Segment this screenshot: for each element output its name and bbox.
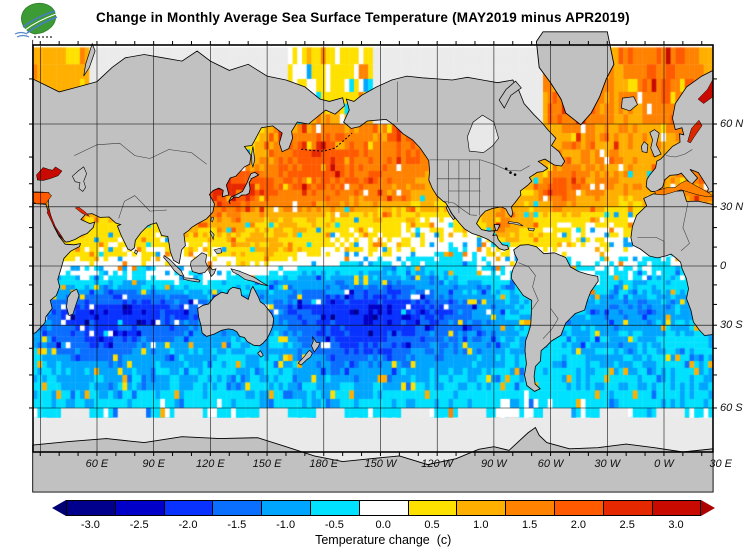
colorbar-tick-label: -2.0 (178, 519, 198, 531)
lon-label: 120 W (421, 458, 454, 470)
colorbar-segment (554, 500, 604, 516)
lon-label: 150 W (364, 458, 397, 470)
colorbar-tick-label: 3.0 (668, 519, 684, 531)
lon-label: 180 E (309, 458, 339, 470)
colorbar-tick-label: -1.0 (276, 519, 296, 531)
page-title: Change in Monthly Average Sea Surface Te… (96, 10, 630, 25)
colorbar-right-arrow (701, 500, 716, 516)
colorbar-segment (212, 500, 263, 516)
colorbar-tick-label: -3.0 (80, 519, 100, 531)
colorbar-tick-label: 2.5 (619, 519, 635, 531)
colorbar: Temperature change (c) -3.0 -2.5 -2.0 -1.5 -… (0, 0, 755, 547)
lon-label: 120 E (195, 458, 225, 470)
colorbar-tick-label: 2.0 (570, 519, 587, 531)
colorbar-tick-label: -1.5 (227, 519, 247, 531)
lon-label: 0 W (654, 458, 674, 470)
lon-label: 60 E (85, 458, 109, 470)
lon-label: 150 E (252, 458, 282, 470)
colorbar-segment (66, 500, 116, 516)
colorbar-segment (602, 500, 653, 516)
lon-label: 30 E (709, 458, 732, 470)
lon-label: 60 W (537, 458, 564, 470)
colorbar-left-arrow (52, 500, 66, 516)
colorbar-tick-label: 1.0 (473, 519, 489, 531)
colorbar-tick-label: 1.5 (521, 519, 538, 531)
colorbar-caption: Temperature change (c) (315, 533, 452, 547)
colorbar-segment (261, 500, 311, 516)
colorbar-segment (114, 500, 165, 516)
colorbar-tick-label: 0.0 (375, 519, 391, 531)
lon-label: 30 W (594, 458, 621, 470)
colorbar-segment (505, 500, 555, 516)
lat-label: 0 (720, 260, 727, 272)
colorbar-tick-label: -2.5 (129, 519, 149, 531)
colorbar-segment (358, 500, 409, 516)
colorbar-tick-label: 0.5 (424, 519, 440, 531)
lat-label: 60 S (720, 401, 743, 414)
lon-label: 90 W (481, 458, 507, 470)
colorbar-segment (651, 500, 702, 516)
colorbar-segment (310, 500, 360, 516)
lat-label: 30 S (720, 319, 743, 332)
lat-label: 60 N (720, 118, 744, 131)
colorbar-segment (407, 500, 458, 516)
colorbar-segment (456, 500, 507, 516)
lat-label: 30 N (720, 200, 744, 213)
colorbar-tick-label: -0.5 (324, 519, 344, 531)
colorbar-segment (163, 500, 214, 516)
leaf-with-waves-logo-icon (14, 2, 58, 38)
lon-label: 90 E (142, 458, 165, 470)
